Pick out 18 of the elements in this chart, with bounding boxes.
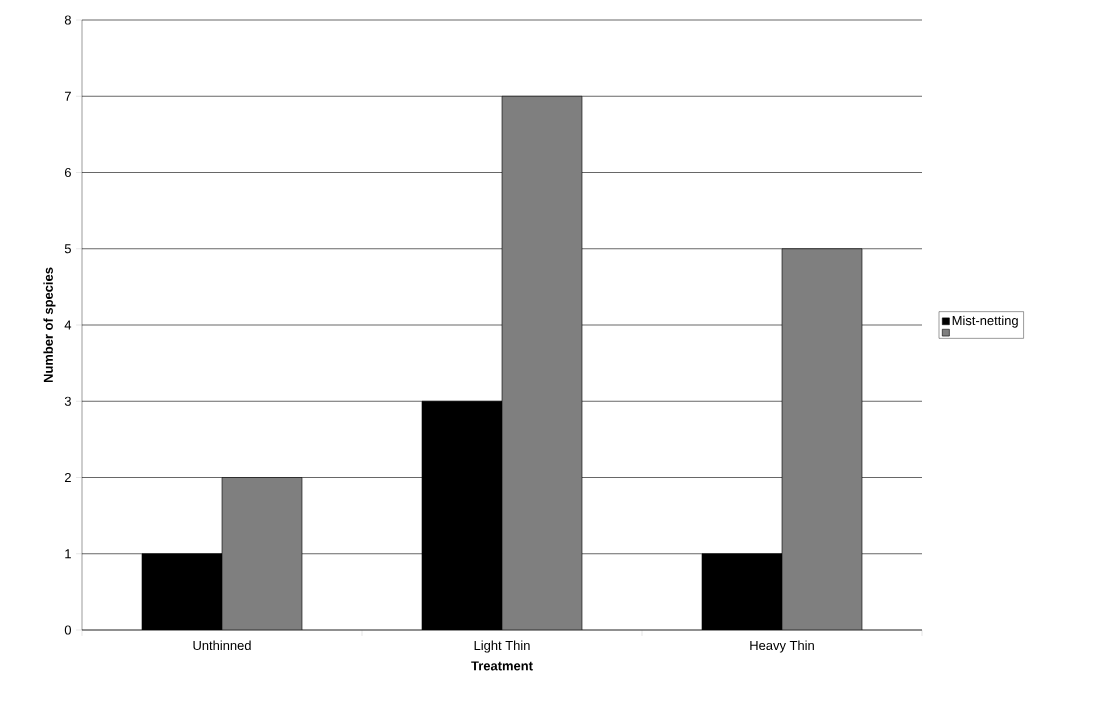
y-tick-label: 7 xyxy=(64,91,71,101)
y-tick-label: 2 xyxy=(64,472,71,483)
bar xyxy=(501,95,583,630)
x-tick-label: Heavy Thin xyxy=(750,640,814,653)
y-tick-label: 3 xyxy=(64,396,71,406)
y-tick-label: 8 xyxy=(64,15,71,25)
y-tick-label: 0 xyxy=(64,625,72,635)
legend-label: Mist-netting xyxy=(952,315,1018,328)
y-tick-label: 1 xyxy=(65,549,71,559)
x-tick-label: Light Thin xyxy=(474,640,530,653)
y-axis-title: Number of species xyxy=(43,267,56,383)
bar xyxy=(781,248,863,630)
x-axis-title: Treatment xyxy=(471,661,533,671)
y-tick-label: 5 xyxy=(64,244,71,254)
x-tick-label: Unthinned xyxy=(193,640,251,650)
y-tick-label: 4 xyxy=(64,320,72,330)
bar xyxy=(221,477,303,630)
y-tick-label: 6 xyxy=(64,167,71,178)
